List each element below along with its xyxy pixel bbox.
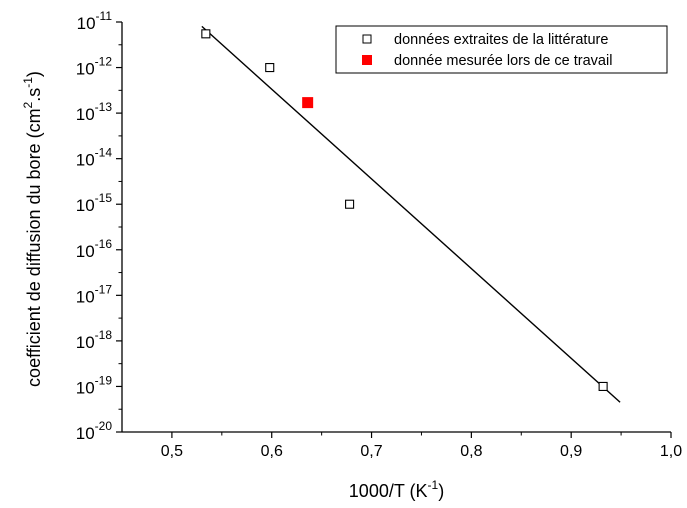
y-tick-label: 10-11: [77, 9, 113, 33]
y-tick-base: 10: [76, 196, 95, 215]
x-axis-label-sup: -1: [428, 478, 439, 492]
x-axis-label-main: 1000/T (K: [349, 481, 428, 501]
y-tick-exponent: -16: [95, 237, 113, 251]
data-point-literature: [345, 199, 355, 209]
data-point-literature: [265, 63, 275, 73]
y-tick-base: 10: [76, 151, 95, 170]
y-tick-label: 10-19: [76, 373, 113, 397]
y-axis-label-mid: .s: [24, 88, 44, 102]
y-axis-ticks: 10-1110-1210-1310-1410-1510-1610-1710-18…: [76, 9, 122, 443]
x-tick-label: 0,7: [360, 443, 382, 460]
x-tick-label: 0,9: [560, 443, 582, 460]
y-tick-exponent: -19: [95, 373, 113, 387]
y-tick-exponent: -14: [95, 146, 113, 160]
y-tick-base: 10: [76, 105, 95, 124]
y-tick-base: 10: [77, 14, 96, 33]
legend-marker-measured: [362, 55, 372, 65]
y-axis-label: coefficient de diffusion du bore (cm2.s-…: [21, 71, 44, 387]
y-tick-base: 10: [76, 287, 95, 306]
y-axis-label-sup2: -1: [21, 77, 35, 88]
y-tick-base: 10: [76, 242, 95, 261]
y-tick-exponent: -12: [95, 55, 113, 69]
y-tick-label: 10-14: [76, 146, 113, 170]
y-tick-exponent: -13: [95, 100, 113, 114]
y-tick-base: 10: [76, 60, 95, 79]
legend-label-literature: données extraites de la littérature: [394, 32, 608, 48]
x-axis-label: 1000/T (K-1): [349, 478, 444, 501]
y-tick-exponent: -18: [95, 328, 113, 342]
legend: données extraites de la littérature donn…: [335, 25, 668, 74]
y-tick-label: 10-17: [76, 282, 113, 306]
y-tick-base: 10: [76, 424, 95, 443]
y-tick-exponent: -11: [96, 9, 113, 23]
y-tick-exponent: -15: [95, 191, 113, 205]
legend-label-measured: donnée mesurée lors de ce travail: [394, 53, 612, 69]
y-tick-label: 10-18: [76, 328, 113, 352]
y-tick-exponent: -20: [95, 419, 113, 433]
data-point-literature: [598, 381, 608, 391]
x-tick-label: 1,0: [660, 443, 682, 460]
x-tick-label: 0,5: [161, 443, 183, 460]
y-tick-base: 10: [76, 378, 95, 397]
y-tick-base: 10: [76, 333, 95, 352]
y-axis-label-main: coefficient de diffusion du bore (cm: [24, 108, 44, 387]
x-axis-ticks: 0,5 0,6 0,7 0,8 0,9 1,0: [161, 432, 682, 460]
data-points: [201, 29, 608, 391]
y-tick-label: 10-12: [76, 55, 113, 79]
y-tick-label: 10-16: [76, 237, 113, 261]
data-point-measured: [302, 97, 314, 109]
x-axis-label-tail: ): [438, 481, 444, 501]
y-tick-label: 10-20: [76, 419, 113, 443]
data-point-literature: [201, 29, 211, 39]
y-tick-label: 10-13: [76, 100, 113, 124]
legend-box: [335, 25, 668, 74]
y-tick-exponent: -17: [95, 282, 113, 296]
y-axis-label-sup1: 2: [21, 101, 35, 108]
fit-line: [201, 25, 621, 403]
y-tick-label: 10-15: [76, 191, 113, 215]
legend-marker-literature: [362, 34, 372, 44]
fit-line-group: [201, 25, 621, 403]
x-tick-label: 0,8: [460, 443, 482, 460]
y-axis-label-tail: ): [24, 71, 44, 77]
x-tick-label: 0,6: [261, 443, 283, 460]
